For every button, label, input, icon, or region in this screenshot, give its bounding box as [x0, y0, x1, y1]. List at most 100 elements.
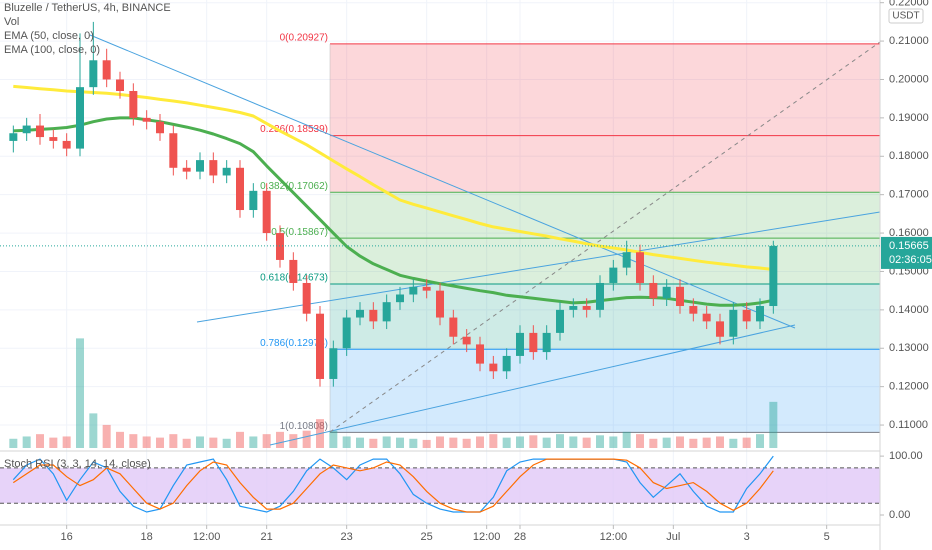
countdown: 02:36:05	[889, 254, 932, 266]
candle-body	[49, 137, 58, 141]
candle-body	[622, 252, 631, 268]
volume-bar	[169, 434, 178, 448]
volume-bar	[729, 438, 738, 448]
volume-bar	[396, 437, 404, 448]
candle-body	[62, 140, 71, 149]
y-tick-label: 0.21000	[889, 35, 929, 47]
candle-body	[596, 282, 604, 310]
volume-bar	[462, 438, 471, 448]
stoch-band	[0, 467, 880, 504]
volume-bar	[89, 413, 98, 448]
volume-bar	[596, 435, 604, 448]
candle-body	[129, 90, 138, 118]
x-tick-label: 3	[744, 531, 750, 543]
candle-body	[636, 252, 644, 283]
stoch-line	[12, 458, 774, 513]
ema-layer	[13, 84, 774, 307]
volume-bar	[9, 438, 18, 448]
candle-body	[369, 309, 378, 322]
fib-layer: 0(0.20927) 0.236(0.18539) 0.382(0.17062) 0.…	[260, 33, 880, 433]
volume-bar	[476, 436, 484, 448]
fib-zone	[330, 192, 880, 239]
volume-bar	[742, 437, 751, 448]
candle-body	[356, 309, 364, 318]
x-tick-label: 25	[421, 531, 433, 543]
candle-body	[222, 167, 231, 176]
volume-bar	[182, 438, 191, 448]
candle-body	[76, 87, 84, 149]
candle-body	[396, 294, 404, 303]
volume-bar	[436, 436, 444, 448]
fib-label: 0(0.20927)	[280, 33, 328, 44]
volume-bar	[156, 437, 164, 448]
candle-body	[556, 309, 564, 333]
candle-body	[609, 267, 618, 283]
volume-bar	[116, 431, 124, 448]
fib-zone	[330, 135, 880, 193]
y-tick-label: 0.12000	[889, 381, 929, 393]
candle-body	[462, 336, 471, 345]
x-tick-label: 12:00	[473, 531, 501, 543]
y-tick-label: 0.16000	[889, 227, 929, 239]
x-tick-label: 16	[61, 531, 73, 543]
candle-body	[236, 167, 244, 211]
volume-bar	[689, 438, 698, 448]
candle-body	[289, 259, 298, 283]
candle-body	[702, 313, 711, 322]
volume-bar	[142, 436, 151, 448]
candle-body	[689, 306, 698, 314]
volume-bar	[236, 431, 244, 448]
candle-body	[542, 332, 551, 353]
candle-body	[489, 363, 498, 372]
volume-bar	[449, 437, 458, 448]
fib-label: 0.5(0.15867)	[271, 227, 328, 238]
y-tick-label: 0.11000	[889, 419, 928, 431]
y-tick-label: 0.22000	[889, 0, 929, 9]
candle-body	[302, 282, 311, 314]
chart-title: Bluzelle / TetherUS, 4h, BINANCE	[4, 2, 171, 14]
volume-bar	[516, 436, 524, 448]
candle-body	[36, 125, 44, 138]
y-tick-label: 0.20000	[889, 73, 929, 85]
candle-body	[89, 60, 98, 88]
x-tick-label: 28	[514, 531, 526, 543]
volume-bar	[636, 434, 644, 448]
volume-bar	[609, 436, 618, 448]
candle-body	[529, 332, 538, 353]
candle-body	[436, 290, 444, 318]
volume-bar	[36, 434, 44, 448]
candle-body	[742, 309, 751, 322]
candle-body	[409, 286, 418, 295]
x-tick-label: 23	[341, 531, 353, 543]
candle-body	[449, 317, 458, 337]
volume-bar	[22, 436, 31, 448]
volume-bar	[129, 434, 138, 448]
volume-bar	[222, 438, 231, 448]
volume-bar	[49, 437, 58, 448]
volume-legend: Vol	[4, 16, 19, 28]
candle-body	[769, 245, 778, 307]
candle-body	[22, 125, 31, 134]
volume-bar	[662, 437, 671, 448]
candle-body	[382, 302, 391, 322]
volume-bar	[716, 436, 724, 448]
last-price-box	[881, 236, 932, 269]
volume-bar	[556, 434, 564, 448]
y-tick-label: 0.19000	[889, 112, 929, 124]
volume-bar	[102, 424, 111, 448]
volume-bar	[529, 435, 538, 448]
candle-body	[729, 309, 738, 337]
stoch-title: Stoch RSI (3, 3, 14, 14, close)	[4, 458, 151, 470]
candle-body	[102, 60, 111, 80]
fib-label: 0.382(0.17062)	[260, 181, 328, 192]
ema-line	[13, 116, 774, 307]
legend-entry: EMA (100, close, 0)	[4, 44, 100, 56]
volume-bar	[289, 434, 298, 448]
y-tick-label: 0.17000	[889, 189, 929, 201]
currency[interactable]: USDT	[892, 11, 919, 22]
volume-bar	[302, 430, 311, 448]
x-tick-label: 12:00	[193, 531, 221, 543]
candle-body	[502, 355, 511, 372]
currency-badge[interactable]	[888, 8, 924, 24]
